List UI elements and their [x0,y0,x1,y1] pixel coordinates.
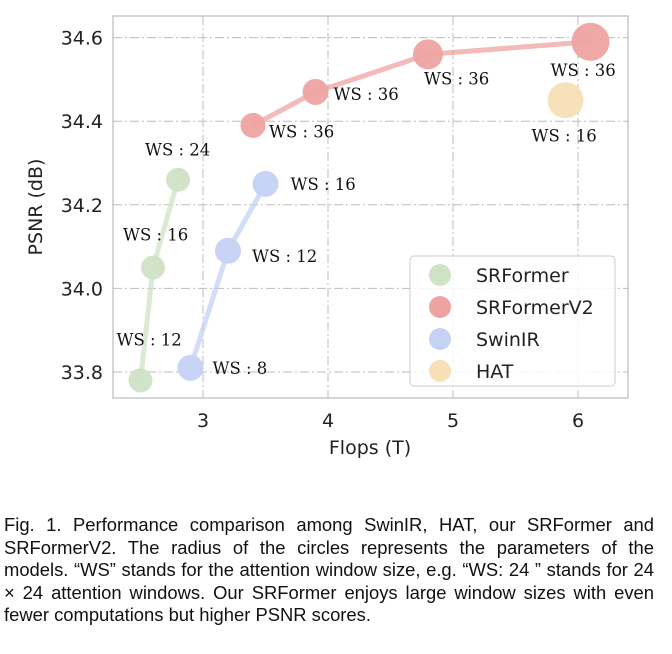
legend-marker [429,264,451,286]
point-label: WS : 36 [424,69,489,88]
point-label: WS : 16 [291,175,356,194]
point-label: WS : 36 [269,122,334,141]
data-point [128,368,153,393]
data-point [302,78,329,105]
x-tick-label: 6 [572,410,584,432]
point-label: WS : 24 [145,141,210,160]
data-point [177,354,204,381]
x-tick-label: 3 [197,410,209,432]
data-point [413,39,443,70]
legend-box [409,255,616,387]
data-point [141,255,165,280]
x-tick-label: 5 [447,410,459,432]
legend-label: SRFormer [476,265,569,287]
point-label: WS : 12 [117,330,182,349]
legend-marker [429,328,451,350]
point-label: WS : 36 [551,61,616,80]
data-point [215,237,241,264]
y-tick-label: 34.6 [61,28,103,50]
point-label: WS : 16 [532,126,597,145]
data-point [166,167,190,192]
x-tick-label: 4 [322,410,334,432]
plot-area-frame [112,15,629,399]
y-axis-label: PSNR (dB) [25,159,47,256]
legend: SRFormer SRFormerV2 SwinIR HAT [409,255,616,387]
point-label: WS : 12 [252,247,317,266]
data-point [252,170,279,197]
legend-label: HAT [476,361,514,383]
point-label: WS : 36 [334,85,399,104]
point-label: WS : 8 [213,359,268,378]
y-tick-label: 34.4 [61,111,103,133]
legend-marker [429,296,451,318]
series-line [138,177,181,383]
point-label: WS : 16 [123,226,188,245]
series-line [188,181,268,371]
data-point [547,82,584,119]
legend-label: SRFormerV2 [476,297,594,319]
axis-ticks: 3 4 5 6 33.8 34.0 34.2 34.4 34.6 [61,28,584,432]
series-line [250,39,593,128]
y-tick-label: 34.0 [61,278,103,300]
data-point [240,112,266,138]
data-points [128,22,610,393]
data-point [571,22,610,61]
y-tick-label: 33.8 [61,362,103,384]
x-axis-label: Flops (T) [329,437,411,459]
legend-marker [429,360,451,382]
legend-label: SwinIR [476,329,540,351]
y-tick-label: 34.2 [61,195,103,217]
figure-caption: Fig. 1. Performance comparison among Swi… [4,514,654,625]
